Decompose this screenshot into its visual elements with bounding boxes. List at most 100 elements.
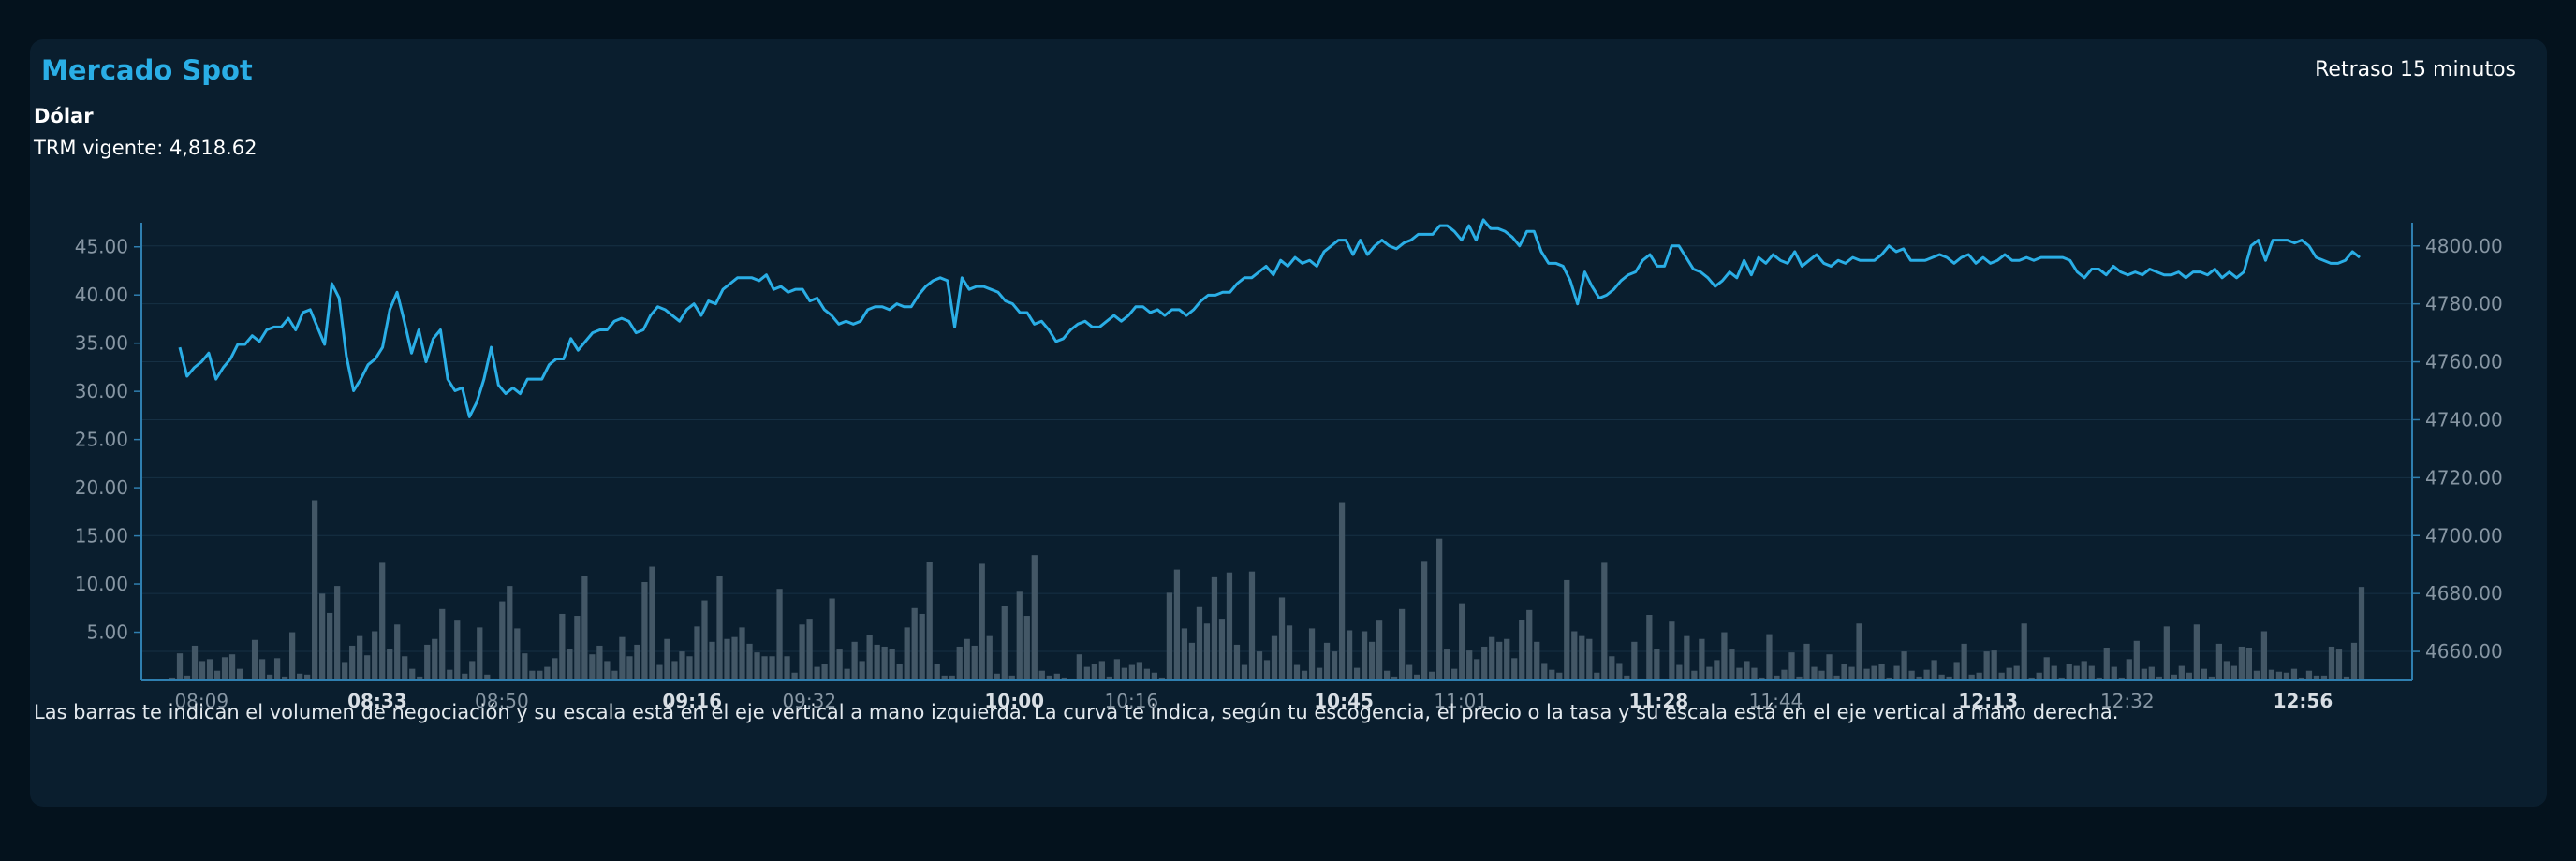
volume-bar bbox=[2021, 623, 2027, 680]
volume-bar bbox=[791, 672, 798, 680]
volume-bar bbox=[1833, 675, 1840, 680]
volume-bar bbox=[1871, 665, 1877, 680]
volume-bar bbox=[1631, 641, 1638, 680]
volume-bar bbox=[1383, 670, 1391, 680]
volume-bar bbox=[784, 656, 790, 680]
time-tick-label: 08:33 bbox=[347, 690, 407, 712]
volume-bar bbox=[1301, 670, 1308, 680]
volume-bar bbox=[2103, 648, 2110, 680]
volume-bar bbox=[1699, 638, 1705, 680]
volume-bar bbox=[2081, 661, 2087, 680]
volume-bar bbox=[1353, 667, 1361, 680]
volume-bar bbox=[342, 662, 348, 680]
volume-bar bbox=[1511, 658, 1518, 680]
chart-footnote: Las barras te indican el volumen de nego… bbox=[34, 701, 2119, 723]
volume-bar bbox=[1721, 632, 1728, 680]
volume-bar bbox=[2230, 665, 2238, 680]
volume-bar bbox=[1023, 616, 1030, 680]
volume-bar bbox=[236, 668, 243, 680]
time-tick-label: 10:16 bbox=[1105, 690, 1159, 712]
volume-bar bbox=[1128, 664, 1135, 680]
volume-bar bbox=[1226, 572, 1233, 680]
right-tick-label: 4780.00 bbox=[2425, 293, 2503, 315]
volume-bar bbox=[859, 661, 865, 680]
volume-bar bbox=[296, 673, 303, 680]
volume-bar bbox=[2186, 672, 2192, 680]
volume-bar bbox=[619, 636, 626, 680]
volume-bar bbox=[1016, 591, 1023, 680]
volume-bar bbox=[2283, 672, 2290, 680]
volume-bar bbox=[2193, 624, 2200, 680]
volume-bar bbox=[1624, 675, 1630, 680]
volume-bar bbox=[1639, 678, 1645, 680]
volume-bar bbox=[2313, 675, 2320, 680]
volume-bar bbox=[1098, 661, 1105, 680]
volume-bar bbox=[761, 656, 768, 680]
volume-bar bbox=[911, 607, 918, 680]
volume-bar bbox=[2118, 677, 2125, 680]
volume-bar bbox=[754, 652, 760, 680]
volume-bar bbox=[492, 678, 498, 680]
volume-bar bbox=[1976, 672, 1982, 680]
volume-bar bbox=[1181, 628, 1188, 680]
volume-bar bbox=[273, 658, 281, 680]
time-tick-label: 10:00 bbox=[984, 690, 1044, 712]
volume-bar bbox=[611, 670, 618, 680]
volume-bar bbox=[2305, 670, 2313, 680]
volume-bar bbox=[2201, 668, 2207, 680]
volume-bar bbox=[2350, 642, 2358, 680]
volume-bar bbox=[1774, 675, 1780, 680]
volume-bar bbox=[1519, 620, 1525, 680]
chart-tick-labels: 5.00 10.00 15.00 20.00 25.00 30.00 35.00 40.00 4… bbox=[75, 235, 2503, 712]
right-tick-label: 4660.00 bbox=[2425, 640, 2503, 663]
volume-bar bbox=[334, 586, 341, 680]
volume-bar bbox=[552, 658, 558, 680]
volume-bar bbox=[904, 627, 910, 680]
time-tick-label: 09:32 bbox=[782, 690, 836, 712]
volume-bar bbox=[971, 645, 978, 680]
page-title: Mercado Spot bbox=[41, 54, 253, 86]
volume-bar bbox=[1848, 666, 1855, 680]
chart-axes bbox=[134, 223, 2420, 681]
volume-bar bbox=[1714, 660, 1720, 680]
volume-bar bbox=[934, 664, 940, 680]
volume-bar bbox=[686, 656, 693, 680]
time-tick-label: 10:45 bbox=[1314, 690, 1374, 712]
volume-bar bbox=[1368, 641, 1376, 680]
volume-bar bbox=[1616, 663, 1623, 680]
volume-bar bbox=[1826, 654, 1833, 680]
volume-bar bbox=[1278, 597, 1286, 680]
volume-bar bbox=[634, 644, 640, 680]
volume-bar bbox=[671, 661, 678, 680]
volume-bar bbox=[184, 675, 191, 680]
volume-bar bbox=[1053, 673, 1060, 680]
volume-bar bbox=[1893, 665, 1900, 680]
volume-bar bbox=[769, 656, 775, 680]
volume-bar bbox=[1474, 659, 1480, 680]
volume-bar bbox=[281, 676, 288, 680]
volume-bar bbox=[1136, 662, 1143, 680]
volume-bar bbox=[1481, 646, 1488, 680]
volume-bar bbox=[1729, 649, 1735, 680]
left-tick-label: 30.00 bbox=[75, 380, 128, 402]
volume-bar bbox=[213, 670, 221, 680]
volume-bar bbox=[1998, 672, 2005, 680]
time-tick-label: 09:16 bbox=[662, 690, 722, 712]
volume-bar bbox=[1046, 675, 1052, 680]
volume-bar bbox=[2328, 646, 2335, 680]
volume-bar bbox=[387, 649, 393, 680]
volume-bar bbox=[994, 673, 1000, 680]
volume-bar bbox=[1953, 662, 1960, 680]
volume-bar bbox=[522, 653, 528, 680]
volume-bar bbox=[709, 641, 715, 680]
volume-bar bbox=[1931, 660, 1937, 680]
volume-bar bbox=[409, 668, 416, 680]
volume-bar bbox=[1908, 670, 1915, 680]
volume-bar bbox=[641, 581, 648, 680]
volume-bar bbox=[1923, 669, 1930, 680]
volume-bar bbox=[1451, 668, 1458, 680]
volume-bar bbox=[2051, 665, 2057, 680]
volume-bar bbox=[1766, 634, 1773, 680]
volume-bar bbox=[1429, 671, 1435, 680]
